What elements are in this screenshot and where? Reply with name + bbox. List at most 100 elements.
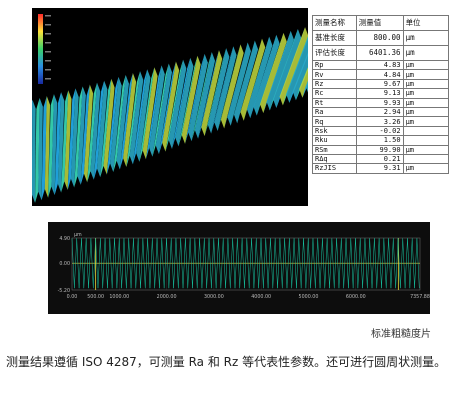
- cell-value: 1.50: [355, 135, 404, 146]
- surface-ridge-face: [217, 44, 241, 132]
- surface-ridge-face: [139, 67, 155, 162]
- table-row: Ra 2.94 μm: [312, 106, 450, 118]
- surface-ridge-face: [204, 48, 227, 137]
- x-tick-label: 6000.00: [346, 294, 366, 300]
- cell-unit: μm: [402, 30, 450, 46]
- x-tick-label: 5000.00: [299, 294, 319, 300]
- cell-name: Rku: [312, 135, 357, 146]
- x-tick-label: 3000.00: [204, 294, 224, 300]
- table-row: 评估长度 6401.36 μm: [312, 45, 450, 61]
- surface-ridge-face: [90, 82, 101, 180]
- surface-ridge-face: [57, 92, 65, 193]
- cell-unit: μm: [402, 116, 450, 127]
- surface-ridge-face: [48, 94, 54, 198]
- surface-3d-view: [32, 8, 308, 206]
- surface-ridge-face: [116, 74, 129, 170]
- surface-ridge-face: [80, 84, 90, 185]
- surface-ridge-face: [70, 88, 79, 188]
- surface-ridge-face: [292, 52, 308, 101]
- x-tick-label: 0.00: [67, 294, 78, 300]
- cell-value: 99.90: [355, 144, 404, 155]
- table-row: Rp 4.83 μm: [312, 59, 450, 71]
- roughness-profile-chart: 0.00 500.00 1000.00 2000.00 3000.00 4000.00 50…: [48, 222, 430, 314]
- y-axis-unit-label: μm: [74, 233, 82, 238]
- surface-ridge-face: [119, 73, 133, 170]
- cell-value: 4.83: [355, 59, 404, 71]
- description-text: 测量结果遵循 ISO 4287，可测量 Ra 和 Rz 等代表性参数。还可进行圆…: [6, 355, 447, 369]
- surface-ridge-face: [194, 51, 216, 139]
- y-tick-label: 4.90: [59, 236, 70, 242]
- surface-ridge-face: [201, 50, 223, 137]
- surface-ridge-face: [136, 69, 151, 162]
- surface-ridge-face: [198, 50, 219, 139]
- cell-value: 9.67: [355, 78, 404, 90]
- surface-ridge-face: [97, 80, 108, 178]
- scale-tick: [45, 60, 51, 62]
- surface-ridge-face: [240, 38, 266, 121]
- surface-ridge-face: [191, 51, 212, 142]
- cell-unit: μm: [402, 69, 450, 80]
- plot-frame: [71, 237, 421, 291]
- surface-ridge-face: [83, 84, 94, 183]
- surface-ridge-face: [155, 63, 172, 155]
- surface-ridge-face: [110, 76, 122, 173]
- cell-value: 9.13: [355, 88, 404, 99]
- surface-ridge-face: [126, 71, 141, 167]
- cell-name: Rt: [312, 97, 357, 108]
- surface-ridge-face: [266, 30, 294, 111]
- surface-ridge-face: [230, 40, 255, 126]
- cell-name: Rq: [312, 116, 357, 127]
- table-row: Rv 4.84 μm: [312, 69, 450, 80]
- surface-ridge-face: [74, 86, 83, 188]
- scale-tick: [45, 51, 51, 53]
- table-row: Rsk -0.02: [312, 125, 450, 137]
- cell-name: 评估长度: [312, 45, 357, 61]
- surface-ridge-face: [162, 61, 180, 152]
- surface-ridge-face: [93, 80, 105, 180]
- surface-ridge-face: [123, 73, 137, 167]
- surface-ridge-face: [64, 90, 72, 191]
- cell-value: 6401.36: [355, 45, 404, 61]
- scale-tick: [45, 69, 51, 71]
- cell-name: RΔq: [312, 153, 357, 165]
- color-scale-bar: [38, 14, 43, 84]
- cell-value: 4.84: [355, 69, 404, 80]
- surface-ridge-face: [44, 95, 51, 198]
- x-tick-label: 7357.88: [410, 294, 430, 300]
- x-tick-label: 2000.00: [157, 294, 177, 300]
- x-tick-label: 4000.00: [251, 294, 271, 300]
- cell-unit: μm: [402, 163, 450, 174]
- cell-unit: [402, 125, 450, 137]
- surface-ridge-face: [35, 97, 40, 203]
- table-header-row: 测量名称 测量值 单位: [312, 15, 450, 31]
- table-row: Rt 9.93 μm: [312, 97, 450, 108]
- surface-ridge-face: [106, 76, 119, 175]
- cell-name: Rz: [312, 78, 357, 90]
- surface-ridge-face: [220, 44, 244, 129]
- surface-ridge-face: [211, 46, 234, 134]
- surface-ridge-face: [129, 71, 144, 165]
- surface-ridge-face: [214, 46, 237, 132]
- figure-caption: 标准粗糙度片: [371, 329, 431, 340]
- surface-ridge-face: [77, 86, 86, 185]
- surface-ridge-face: [178, 55, 198, 147]
- cell-value: 0.21: [355, 153, 404, 165]
- surface-ridge-face: [67, 88, 76, 191]
- cell-value: 800.00: [355, 30, 404, 46]
- surface-ridge-face: [158, 61, 176, 155]
- scale-tick: [45, 15, 51, 17]
- surface-ridge-face: [273, 29, 302, 108]
- surface-ridge-face: [175, 57, 194, 147]
- surface-3d-image: [32, 8, 308, 206]
- cell-name: 基准长度: [312, 30, 357, 46]
- cell-name: RSm: [312, 144, 357, 155]
- x-tick-label: 500.00: [87, 294, 104, 300]
- x-tick-label: 1000.00: [109, 294, 129, 300]
- surface-ridge-face: [152, 63, 169, 157]
- surface-ridge-face: [286, 36, 308, 103]
- cell-value: 3.26: [355, 116, 404, 127]
- measurement-table: 测量名称 测量值 单位 基准长度 800.00 μm 评估长度 6401.36 μm Rp 4…: [312, 15, 450, 174]
- cell-name: Rc: [312, 88, 357, 99]
- surface-ridge-face: [61, 90, 69, 193]
- surface-ridge-face: [260, 32, 287, 114]
